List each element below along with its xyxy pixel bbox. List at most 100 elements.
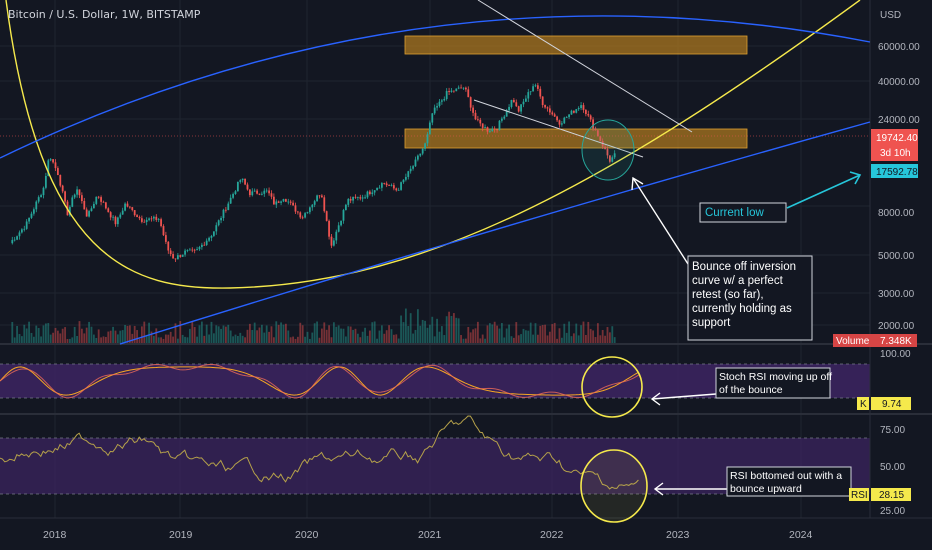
- volume-bar: [59, 333, 62, 343]
- candle-body: [551, 112, 554, 115]
- symbol-title[interactable]: Bitcoin / U.S. Dollar, 1W, BITSTAMP: [8, 8, 201, 21]
- candle-body: [107, 208, 110, 213]
- candle-body: [256, 190, 258, 194]
- wedge-lower-trendline[interactable]: [473, 99, 644, 158]
- candle-body: [431, 113, 434, 123]
- volume-bar: [313, 323, 316, 343]
- time-axis[interactable]: 2018 2019 2020 2021 2022 2023 2024: [43, 529, 813, 541]
- candle-body: [186, 250, 189, 251]
- candle-body: [548, 108, 551, 113]
- candle-body: [124, 203, 126, 211]
- candle-body: [23, 228, 26, 230]
- volume-bars: [11, 308, 616, 343]
- upper-arc[interactable]: [0, 15, 871, 159]
- volume-bar: [484, 338, 486, 343]
- stoch-d-line: [0, 363, 640, 399]
- support-zone[interactable]: [404, 128, 748, 149]
- volume-bar: [18, 334, 21, 343]
- candle-body: [140, 218, 143, 222]
- rsi-highlight-circle[interactable]: [580, 449, 648, 523]
- volume-bar: [400, 315, 402, 343]
- volume-bar: [551, 324, 554, 343]
- volume-bar: [464, 338, 467, 343]
- volume-bar: [450, 315, 453, 343]
- bounce-highlight-circle[interactable]: [581, 119, 635, 181]
- volume-bar: [241, 335, 244, 343]
- volume-bar: [294, 338, 297, 343]
- current-low-box[interactable]: [699, 202, 787, 223]
- candle-body: [157, 219, 160, 220]
- volume-bar: [613, 337, 616, 343]
- rsi-note-box[interactable]: [726, 466, 852, 497]
- volume-bar: [200, 321, 203, 343]
- candle-body: [553, 114, 556, 117]
- stoch-note-box[interactable]: [715, 367, 831, 399]
- volume-bar: [407, 326, 410, 343]
- volume-bar: [354, 328, 357, 343]
- volume-bar: [438, 331, 441, 343]
- rsi-note-line-1: RSI bottomed out with a: [730, 470, 842, 482]
- candle-body: [119, 214, 122, 218]
- volume-bar: [376, 338, 378, 343]
- volume-bar: [318, 337, 321, 343]
- candle-body: [258, 193, 261, 195]
- volume-bar: [575, 323, 578, 343]
- candle-body: [479, 119, 482, 124]
- candle-body: [229, 197, 232, 204]
- stoch-highlight-circle[interactable]: [581, 356, 643, 418]
- parabolic-curve[interactable]: [5, 0, 861, 289]
- candle-body: [253, 190, 256, 192]
- volume-bar: [296, 336, 299, 343]
- candle-body: [344, 204, 347, 211]
- volume-bar: [263, 332, 266, 343]
- volume-bar: [340, 328, 342, 343]
- candle-body: [148, 218, 150, 220]
- candle-body: [606, 149, 609, 156]
- price-axis[interactable]: 60000.00 40000.00 24000.00 8000.00 5000.00 30…: [878, 42, 920, 332]
- volume-bar: [68, 338, 71, 343]
- volume-bar: [28, 321, 30, 343]
- volume-bar: [373, 321, 376, 343]
- candle-body: [400, 182, 402, 190]
- volume-bar: [460, 335, 462, 343]
- volume-bar: [371, 322, 374, 343]
- candle-body: [248, 189, 251, 196]
- volume-bar: [565, 332, 568, 343]
- volume-bar: [234, 334, 237, 343]
- price-tick: 2000.00: [878, 321, 915, 332]
- resistance-zone[interactable]: [404, 35, 748, 55]
- volume-bar: [270, 326, 273, 343]
- candle-body: [565, 117, 568, 118]
- volume-bar: [172, 336, 174, 343]
- volume-bar: [184, 336, 186, 343]
- volume-bar: [85, 327, 88, 343]
- candle-body: [61, 185, 64, 192]
- descending-trendline[interactable]: [477, 0, 693, 133]
- volume-bar: [548, 331, 551, 343]
- volume-bar: [196, 336, 198, 343]
- volume-bar: [306, 331, 309, 343]
- candle-body: [508, 106, 510, 111]
- candle-body: [181, 254, 184, 257]
- candle-body: [208, 237, 210, 241]
- candle-body: [311, 204, 314, 208]
- lower-arc[interactable]: [119, 121, 871, 345]
- candle-body: [131, 207, 134, 211]
- volume-bar: [508, 324, 510, 343]
- volume-bar: [599, 335, 602, 343]
- candle-body: [532, 86, 534, 92]
- volume-bar: [361, 331, 364, 343]
- volume-bar: [563, 323, 566, 343]
- volume-bar: [56, 330, 59, 343]
- candle-body: [474, 112, 477, 120]
- volume-bar: [49, 334, 52, 343]
- volume-bar: [16, 325, 18, 343]
- time-label-2023: 2023: [666, 529, 690, 541]
- candle-body: [412, 166, 414, 169]
- volume-bar: [556, 338, 558, 343]
- candle-body: [143, 221, 146, 223]
- candle-body: [421, 148, 424, 154]
- candle-body: [282, 199, 285, 202]
- bounce-note-box[interactable]: [687, 255, 813, 341]
